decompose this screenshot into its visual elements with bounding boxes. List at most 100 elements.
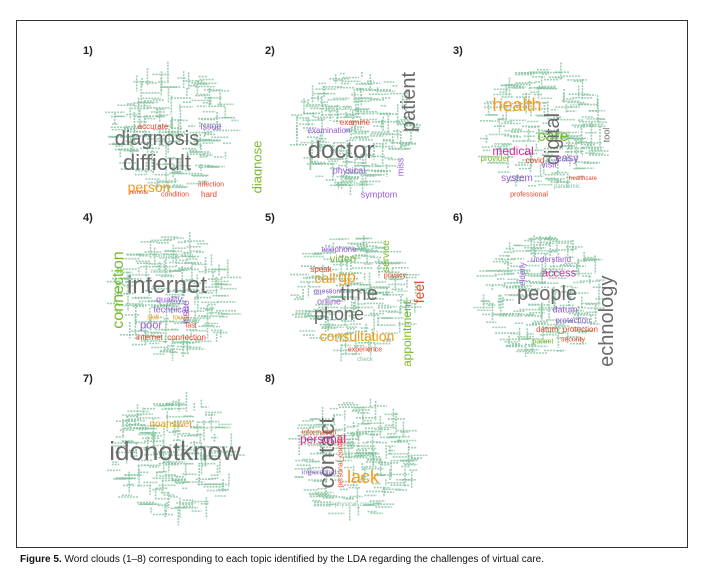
small-word-texture (106, 232, 243, 361)
figure-frame: 1) diagnosis difficult person diagnose accur… (16, 20, 688, 548)
cloud-word: gp (338, 269, 356, 286)
small-word-texture (289, 71, 422, 196)
cloud-word: technology (596, 275, 618, 366)
cloud-word: staff (569, 104, 581, 110)
word-cloud: people technology access datum protection dat… (457, 214, 632, 366)
cloud-word: contact (314, 417, 339, 489)
word-cloud: diagnosis difficult person diagnose accurate… (87, 47, 262, 199)
cloud-word: covid (525, 156, 545, 165)
small-word-texture (478, 62, 609, 188)
cloud-word: health (492, 95, 542, 115)
cloud-word: experience (347, 346, 383, 354)
cloud-word: visit (541, 159, 557, 170)
cloud-word: call (314, 270, 336, 286)
cloud-word: lack (346, 467, 380, 487)
word-cloud: doctor patient examine examination physical s… (269, 47, 444, 199)
cloud-word: answer (165, 402, 185, 408)
cloud-word: personal_contact (337, 434, 345, 488)
cloud-word: condition (160, 191, 190, 199)
cloud-word: medical (492, 144, 534, 158)
cloud-word: poor (139, 319, 163, 332)
cloud-word: elderly (518, 262, 527, 286)
panel-label: 1) (83, 45, 93, 57)
cloud-word: access (541, 267, 577, 280)
cloud-word: pandemic (553, 184, 581, 190)
word-cloud-panel-2: 2) doctor patient examine examination physic… (265, 45, 444, 199)
cloud-word: easy (555, 152, 579, 165)
caption-text: Word clouds (1–8) corresponding to each … (64, 554, 545, 565)
panel-label: 6) (453, 212, 463, 224)
cloud-word: miss (395, 157, 406, 177)
cloud-word: service (381, 240, 392, 272)
small-word-texture (288, 398, 428, 522)
cloud-word: quality (155, 294, 183, 305)
cloud-word: symptom (360, 189, 398, 199)
cloud-word: network (150, 269, 172, 275)
cloud-word: human (357, 452, 377, 458)
cloud-word: phone (313, 304, 365, 324)
cloud-word: person (127, 179, 171, 195)
cloud-word: patient (532, 338, 554, 346)
cloud-word: professional (510, 191, 548, 199)
cloud-word: diagnose (249, 140, 263, 194)
panel-label: 8) (265, 373, 275, 385)
cloud-word: accurate (137, 122, 169, 131)
cloud-word: tool (601, 127, 612, 143)
cloud-word: physical (332, 165, 366, 176)
cloud-word: system (501, 173, 533, 184)
cloud-word: care (537, 128, 569, 145)
cloud-word: infection (197, 181, 225, 189)
word-cloud: health care digital medical system easy visit c… (457, 47, 632, 199)
cloud-word: personal (299, 432, 347, 446)
word-cloud-panel-5: 5) time phone call gp feel consultation appoin… (265, 212, 444, 366)
cloud-word: hard (200, 190, 218, 199)
cloud-word: security (560, 336, 586, 344)
cloud-word: datum (552, 304, 578, 315)
panel-label: 5) (265, 212, 275, 224)
word-cloud-panel-7: 7) idonotknow noanswer answer (83, 373, 262, 527)
cloud-word: consultation (319, 328, 395, 344)
cloud-word: noanswer (149, 419, 193, 430)
cloud-word: remote (129, 190, 149, 196)
cloud-word: patient (398, 71, 420, 133)
word-cloud-panel-6: 6) people technology access datum protection… (453, 212, 632, 366)
cloud-word: datum_protection (536, 325, 598, 334)
word-cloud: contact lack personal information impersonal… (269, 375, 444, 527)
cloud-word: information (301, 429, 337, 437)
cloud-word: feel (411, 280, 427, 304)
figure-caption: Figure 5. Word clouds (1–8) correspondin… (20, 554, 690, 565)
cloud-word: appointment (400, 300, 414, 366)
cloud-word: impersonal (301, 469, 337, 477)
cloud-word: online (316, 296, 342, 307)
cloud-word: telephone (321, 245, 357, 254)
panel-label: 4) (83, 212, 93, 224)
cloud-word: examine (339, 118, 371, 127)
word-cloud: idonotknow noanswer answer (87, 375, 262, 527)
cloud-word: internet_connection (136, 333, 206, 342)
word-cloud: time phone call gp feel consultation appointme… (269, 214, 444, 366)
cloud-word: issue (200, 121, 222, 132)
cloud-word: diagnosis (114, 128, 200, 150)
cloud-word: skill (147, 314, 159, 322)
cloud-word: provider (480, 154, 510, 163)
cloud-word: video (329, 253, 357, 266)
cloud-word: examination (307, 126, 351, 135)
panel-label: 2) (265, 45, 275, 57)
cloud-word: physical_contact (334, 502, 380, 508)
word-cloud: internet connection technical quality poor is… (87, 214, 262, 366)
cloud-word: idonotknow (109, 436, 241, 466)
word-cloud-panel-1: 1) diagnosis difficult person diagnose accur… (83, 45, 262, 199)
cloud-word: healthcare (568, 176, 598, 182)
cloud-word: fast (185, 322, 197, 330)
cloud-word: technical (153, 304, 189, 315)
word-cloud-panel-4: 4) internet connection technical quality poo… (83, 212, 262, 366)
cloud-word: time (340, 283, 378, 305)
panel-label: 3) (453, 45, 463, 57)
cloud-word: doctor (307, 137, 375, 164)
small-word-texture (105, 61, 241, 194)
cloud-word: understand (530, 255, 572, 264)
cloud-word: people (516, 283, 578, 305)
cloud-word: internet (126, 272, 208, 299)
small-word-texture (473, 235, 606, 357)
small-word-texture (290, 235, 422, 363)
